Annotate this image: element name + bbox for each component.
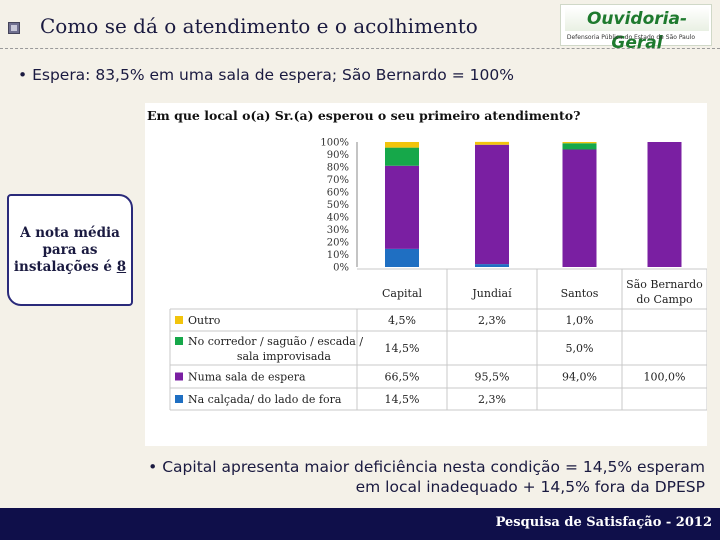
bar-segment xyxy=(475,264,509,267)
data-label: 2,3% xyxy=(478,393,506,406)
logo-sub-text: Defensoria Pública do Estado de São Paul… xyxy=(566,34,695,41)
header-divider xyxy=(0,48,720,49)
bar-segment xyxy=(562,143,597,150)
note-line-2: para as xyxy=(42,241,98,258)
y-tick-label: 80% xyxy=(327,163,349,174)
note-line-3: instalações é xyxy=(13,258,112,275)
bar-segment xyxy=(385,248,419,267)
y-tick-label: 70% xyxy=(327,175,349,186)
footer-text: Pesquisa de Satisfação - 2012 xyxy=(495,515,712,530)
data-label: 1,0% xyxy=(566,314,594,327)
y-tick-label: 30% xyxy=(327,225,349,236)
bar-segment xyxy=(475,144,509,265)
bullet-capital-line-1: • Capital apresenta maior deficiência ne… xyxy=(148,458,705,476)
footer-bar: Pesquisa de Satisfação - 2012 xyxy=(0,508,720,540)
bar-segment xyxy=(385,165,419,249)
legend-swatch xyxy=(175,395,183,403)
y-tick-label: 90% xyxy=(327,150,349,161)
bullet-capital: • Capital apresenta maior deficiência ne… xyxy=(40,457,705,497)
chart-title: Em que local o(a) Sr.(a) esperou o seu p… xyxy=(147,108,580,123)
note-line-1: A nota média xyxy=(20,224,120,241)
chart-panel: Em que local o(a) Sr.(a) esperou o seu p… xyxy=(145,103,708,446)
bar-segment xyxy=(385,147,419,166)
legend-swatch xyxy=(175,372,183,381)
category-label: Capital xyxy=(382,287,423,300)
ouvidoria-logo: Ouvidoria-Geral Defensoria Pública do Es… xyxy=(560,4,712,53)
y-tick-label: 10% xyxy=(327,250,349,261)
legend-entry: sala improvisada xyxy=(237,350,332,363)
data-label: 66,5% xyxy=(385,371,420,384)
y-tick-label: 20% xyxy=(327,238,349,249)
data-label: 4,5% xyxy=(388,314,416,327)
logo-main-text: Ouvidoria-Geral xyxy=(565,7,709,53)
bar-segment xyxy=(562,142,597,144)
data-label: 94,0% xyxy=(562,371,597,384)
data-label: 14,5% xyxy=(385,342,420,355)
y-tick-label: 100% xyxy=(320,138,349,149)
data-label: 100,0% xyxy=(644,371,686,384)
y-tick-label: 40% xyxy=(327,213,349,224)
category-label: Santos xyxy=(561,287,599,300)
data-label: 5,0% xyxy=(566,342,594,355)
legend-entry: Outro xyxy=(188,314,221,327)
square-bullet-icon xyxy=(8,22,20,34)
bullet-capital-line-2: em local inadequado + 14,5% fora da DPES… xyxy=(355,478,705,496)
category-label: do Campo xyxy=(636,293,693,306)
note-text: A nota média para as instalações é 8 xyxy=(14,225,126,276)
stacked-bar-chart: Em que local o(a) Sr.(a) esperou o seu p… xyxy=(147,108,708,411)
legend-swatch xyxy=(175,316,183,324)
data-label: 14,5% xyxy=(385,393,420,406)
slide-title: Como se dá o atendimento e o acolhimento xyxy=(40,14,478,38)
slide-header: Como se dá o atendimento e o acolhimento… xyxy=(0,0,720,53)
y-tick-label: 60% xyxy=(327,188,349,199)
bar-segment xyxy=(475,141,509,145)
bar-segment xyxy=(562,149,597,267)
bullet-espera: • Espera: 83,5% em uma sala de espera; S… xyxy=(18,66,514,84)
y-tick-label: 0% xyxy=(333,263,349,274)
category-label: Jundiaí xyxy=(471,287,512,300)
y-tick-label: 50% xyxy=(327,200,349,211)
bar-segment xyxy=(385,142,419,148)
legend-entry: Na calçada/ do lado de fora xyxy=(188,393,342,406)
data-label: 95,5% xyxy=(475,371,510,384)
legend-entry: Numa sala de espera xyxy=(188,371,306,384)
category-label: São Bernardo xyxy=(626,278,703,291)
data-label: 2,3% xyxy=(478,314,506,327)
note-callout: A nota média para as instalações é 8 xyxy=(7,194,133,306)
legend-swatch xyxy=(175,337,183,345)
note-value: 8 xyxy=(116,258,127,275)
bar-segment xyxy=(647,142,682,267)
legend-entry: No corredor / saguão / escada / xyxy=(188,335,363,348)
